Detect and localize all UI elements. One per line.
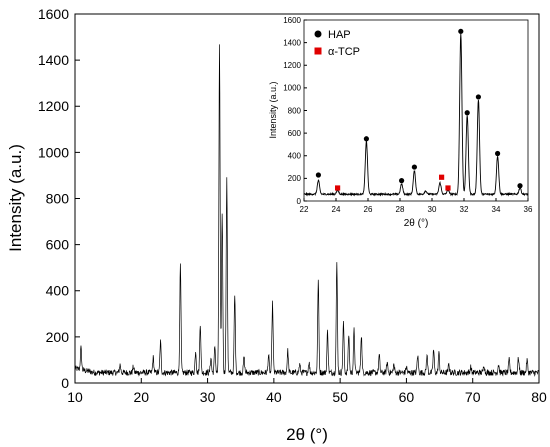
- x-tick-label: 22: [300, 205, 309, 214]
- y-tick-label: 1000: [283, 84, 301, 93]
- hap-peak-marker: [315, 172, 321, 178]
- legend-hap-marker: [314, 30, 322, 38]
- hap-peak-marker: [495, 150, 501, 157]
- legend-tcp-label: α-TCP: [328, 46, 360, 58]
- inset-y-ticks: 0 200 400 600 800 1000 1200 1400 1600: [283, 16, 307, 206]
- y-tick-label: 0: [297, 197, 302, 206]
- main-x-ticks: 10 20 30 40 50 60 70 80: [67, 378, 547, 405]
- hap-peak-marker: [458, 28, 464, 34]
- legend-tcp-marker: [314, 47, 322, 55]
- x-tick-label: 28: [396, 205, 405, 214]
- x-tick-label: 40: [266, 389, 282, 405]
- inset-chart: 22 24 26 28 30 32 34 36 0 200 400 600 800 1000 1200 14…: [268, 16, 533, 229]
- diffraction-pattern-line: [303, 33, 529, 197]
- inset-background: [304, 20, 528, 201]
- tcp-peak-marker: [445, 185, 451, 191]
- legend-hap-label: HAP: [328, 29, 351, 41]
- inset-plot-content: [303, 28, 529, 197]
- main-y-axis-title: Intensity (a.u.): [6, 144, 25, 252]
- hap-peak-marker: [363, 136, 369, 142]
- hap-peak-marker: [411, 164, 417, 170]
- inset-x-axis-title: 2θ (°): [404, 218, 429, 229]
- diffraction-pattern-line: [74, 44, 540, 377]
- y-tick-label: 400: [46, 283, 70, 299]
- main-plot-content: [74, 44, 540, 377]
- main-x-axis-title: 2θ (°): [286, 425, 328, 444]
- y-tick-label: 1600: [283, 16, 301, 25]
- tcp-peak-marker: [335, 185, 341, 191]
- y-tick-label: 1600: [38, 6, 69, 22]
- x-tick-label: 32: [460, 205, 469, 214]
- y-tick-label: 1200: [283, 61, 301, 70]
- x-tick-label: 34: [492, 205, 501, 214]
- y-tick-label: 0: [61, 375, 69, 391]
- y-tick-label: 200: [288, 174, 302, 183]
- y-tick-label: 400: [288, 152, 302, 161]
- x-tick-label: 30: [200, 389, 216, 405]
- x-tick-label: 26: [364, 205, 373, 214]
- x-tick-label: 70: [465, 389, 481, 405]
- hap-peak-marker: [464, 110, 470, 116]
- y-tick-label: 1400: [38, 52, 69, 68]
- y-tick-label: 1200: [38, 98, 69, 114]
- y-tick-label: 1400: [283, 38, 301, 47]
- x-tick-label: 80: [531, 389, 547, 405]
- hap-peak-marker: [475, 94, 481, 100]
- inset-x-ticks: 22 24 26 28 30 32 34 36: [300, 198, 533, 214]
- y-tick-label: 1000: [38, 144, 69, 160]
- hap-peak-marker: [399, 178, 405, 184]
- inset-y-axis-title: Intensity (a.u.): [268, 81, 278, 138]
- hap-peak-marker: [517, 183, 523, 189]
- y-tick-label: 200: [46, 329, 70, 345]
- inset-legend: HAP α-TCP: [314, 29, 360, 58]
- y-tick-label: 800: [288, 106, 302, 115]
- x-tick-label: 36: [524, 205, 533, 214]
- y-tick-label: 800: [46, 190, 70, 206]
- x-tick-label: 50: [332, 389, 348, 405]
- x-tick-label: 30: [428, 205, 437, 214]
- x-tick-label: 24: [332, 205, 341, 214]
- y-tick-label: 600: [288, 129, 302, 138]
- main-chart: 10 20 30 40 50 60 70 80 0 200 400 600 800 1000 1200 14…: [6, 6, 547, 444]
- y-tick-label: 600: [46, 237, 70, 253]
- tcp-peak-marker: [439, 174, 445, 180]
- x-tick-label: 60: [399, 389, 415, 405]
- x-tick-label: 10: [67, 389, 83, 405]
- main-y-ticks: 0 200 400 600 800 1000 1200 1400 1600: [38, 6, 80, 391]
- x-tick-label: 20: [133, 389, 149, 405]
